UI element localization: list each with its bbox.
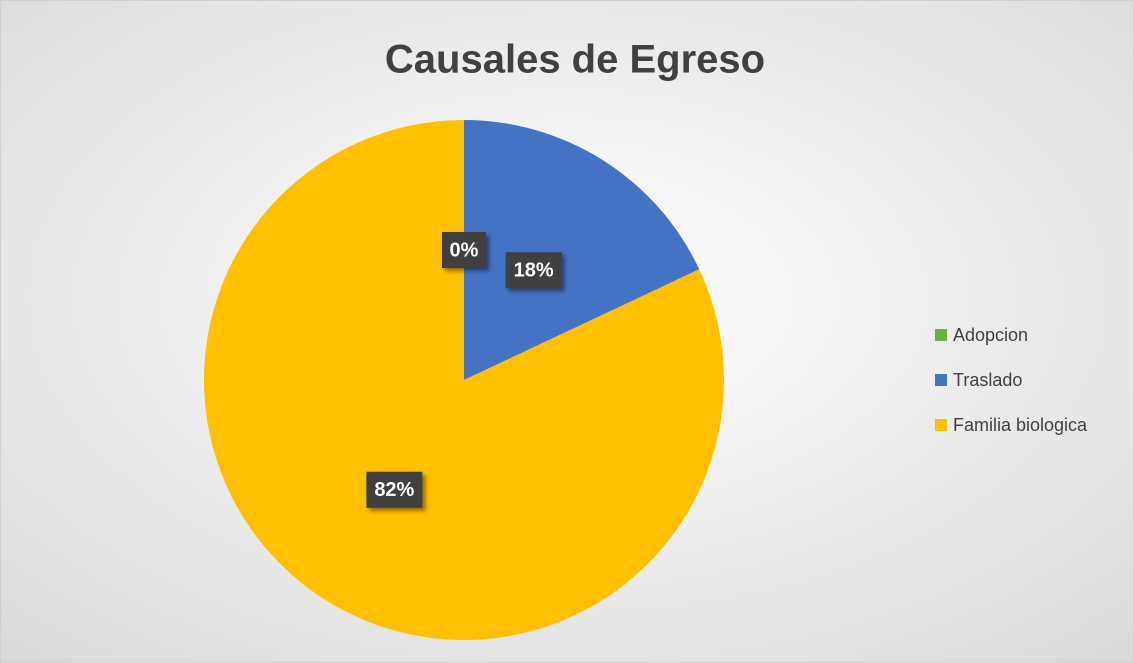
pie-slice [203, 120, 724, 640]
data-label: 18% [514, 260, 554, 282]
legend: Adopcion Traslado Familia biologica [935, 325, 1088, 435]
data-label: 82% [374, 479, 414, 501]
data-label-box [505, 252, 562, 289]
legend-swatch [935, 419, 947, 431]
legend-swatch [935, 374, 947, 386]
data-label-box [442, 232, 486, 268]
legend-label: Adopcion [953, 325, 1028, 345]
chart-title: Causales de Egreso [385, 38, 765, 82]
legend-label: Familia biologica [953, 415, 1088, 435]
legend-label: Traslado [953, 370, 1022, 390]
pie-slice [464, 120, 700, 380]
pie [203, 120, 724, 640]
data-label-box [366, 471, 423, 508]
legend-swatch [935, 329, 947, 341]
data-labels: 0% 18% 82% [366, 232, 562, 508]
data-label: 0% [450, 239, 479, 261]
